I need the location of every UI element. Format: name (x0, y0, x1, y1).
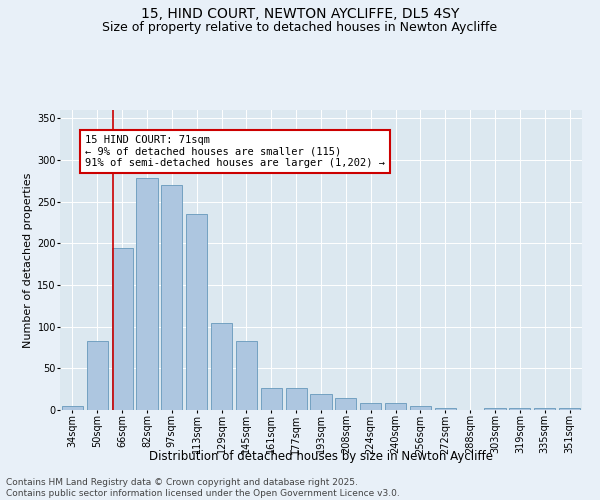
Bar (310, 394, 332, 410)
Bar (484, 408, 506, 410)
Bar (335, 398, 356, 410)
Bar (435, 408, 456, 410)
Bar (410, 406, 431, 410)
Text: 15, HIND COURT, NEWTON AYCLIFFE, DL5 4SY: 15, HIND COURT, NEWTON AYCLIFFE, DL5 4SY (141, 8, 459, 22)
Bar (509, 408, 530, 410)
Bar (211, 322, 232, 410)
Bar (559, 408, 580, 410)
Bar (261, 388, 282, 410)
Bar (236, 341, 257, 410)
Bar (112, 248, 133, 410)
Text: Distribution of detached houses by size in Newton Aycliffe: Distribution of detached houses by size … (149, 450, 493, 463)
Bar (87, 341, 108, 410)
Text: Size of property relative to detached houses in Newton Aycliffe: Size of property relative to detached ho… (103, 21, 497, 34)
Bar (534, 408, 555, 410)
Y-axis label: Number of detached properties: Number of detached properties (23, 172, 33, 348)
Bar (136, 178, 158, 410)
Bar (385, 404, 406, 410)
Text: Contains HM Land Registry data © Crown copyright and database right 2025.
Contai: Contains HM Land Registry data © Crown c… (6, 478, 400, 498)
Bar (286, 388, 307, 410)
Bar (186, 214, 207, 410)
Bar (360, 404, 381, 410)
Bar (62, 406, 83, 410)
Bar (161, 185, 182, 410)
Text: 15 HIND COURT: 71sqm
← 9% of detached houses are smaller (115)
91% of semi-detac: 15 HIND COURT: 71sqm ← 9% of detached ho… (85, 135, 385, 168)
